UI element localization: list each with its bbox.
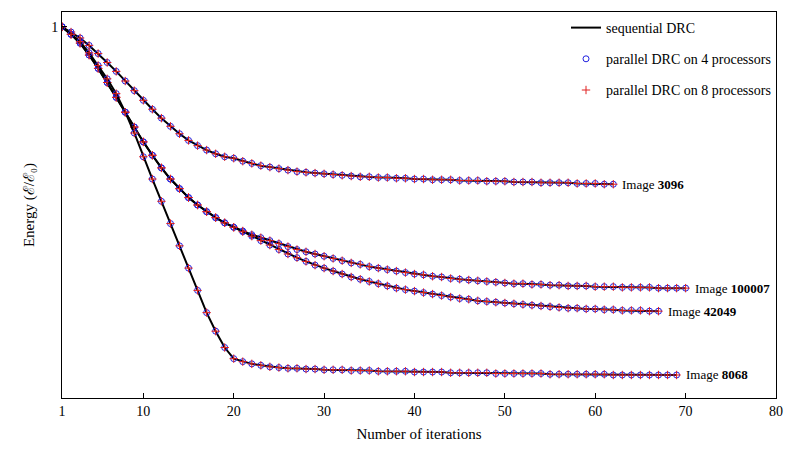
svg-text:Image 42049: Image 42049 xyxy=(668,304,737,319)
svg-text:Number of iterations: Number of iterations xyxy=(357,426,482,442)
svg-text:parallel DRC on 4 processors: parallel DRC on 4 processors xyxy=(606,52,771,67)
svg-text:parallel DRC on 8 processors: parallel DRC on 8 processors xyxy=(606,83,771,98)
svg-text:Image 8068: Image 8068 xyxy=(686,367,748,382)
svg-text:sequential DRC: sequential DRC xyxy=(606,21,695,36)
svg-text:80: 80 xyxy=(769,404,783,419)
svg-text:Image 3096: Image 3096 xyxy=(622,177,684,192)
svg-text:1: 1 xyxy=(51,20,58,35)
svg-text:40: 40 xyxy=(407,404,421,419)
svg-text:20: 20 xyxy=(227,404,241,419)
svg-text:70: 70 xyxy=(679,404,693,419)
svg-text:60: 60 xyxy=(588,404,602,419)
svg-text:10: 10 xyxy=(136,404,150,419)
svg-text:Energy (ℰ/ℰ₀): Energy (ℰ/ℰ₀) xyxy=(21,163,38,247)
svg-text:50: 50 xyxy=(498,404,512,419)
svg-text:30: 30 xyxy=(317,404,331,419)
svg-text:Image 100007: Image 100007 xyxy=(695,281,770,296)
svg-text:1: 1 xyxy=(59,404,66,419)
